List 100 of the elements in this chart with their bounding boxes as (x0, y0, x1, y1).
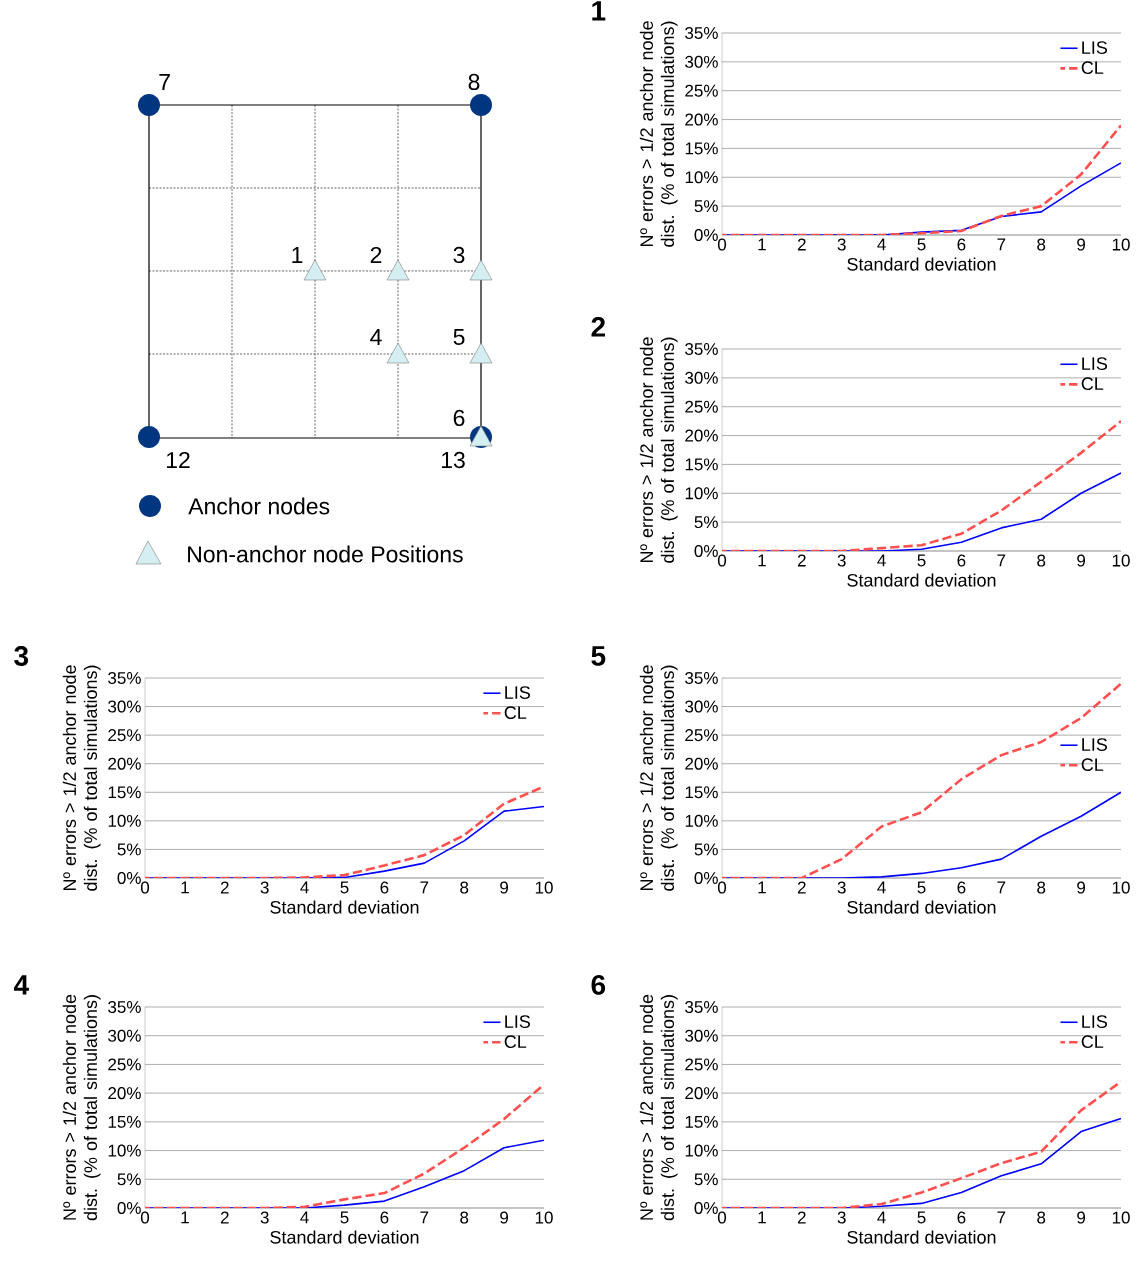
x-axis-title: Standard deviation (270, 900, 419, 914)
x-tick-label: 3 (260, 881, 269, 894)
y-tick-label: 0% (694, 544, 718, 558)
x-tick-label: 0 (717, 881, 727, 894)
text: 8 (468, 73, 480, 91)
x-tick-label: 5 (917, 1211, 926, 1224)
x-tick-label: 7 (420, 881, 429, 894)
x-tick-label: 3 (837, 881, 846, 894)
y-tick-label: 10% (108, 1144, 141, 1157)
y-tick-label: 0% (694, 871, 718, 885)
x-tick-label: 2 (220, 1211, 229, 1224)
y-axis-title: Nº errors > 1/2 anchor node dist. (% of total simulations) (639, 21, 678, 247)
x-tick-label: 1 (758, 1211, 766, 1224)
x-tick-label: 7 (997, 554, 1006, 567)
x-tick-label: 1 (758, 238, 766, 251)
text: 6 (453, 409, 465, 427)
text: 4 (370, 329, 382, 345)
chart-title: 5 (591, 646, 606, 666)
x-tick-label: 6 (957, 554, 966, 567)
x-tick-label: 0 (717, 1211, 727, 1224)
x-tick-label: 1 (758, 881, 766, 894)
chart-title: 6 (591, 975, 606, 995)
y-tick-label: 20% (108, 1087, 141, 1100)
y-tick-label: 5% (694, 516, 718, 529)
x-tick-label: 4 (877, 554, 886, 567)
legend-label: CL (1081, 377, 1104, 391)
y-tick-label: 25% (685, 729, 718, 742)
y-axis-title: Nº errors > 1/2 anchor node dist. (% of total simulations) (639, 337, 678, 563)
x-tick-label: 1 (181, 1211, 189, 1224)
x-axis-title: Standard deviation (847, 257, 996, 271)
y-tick-label: 5% (694, 200, 718, 213)
x-tick-label: 3 (837, 1211, 846, 1224)
y-tick-label: 15% (108, 786, 141, 799)
y-tick-label: 5% (117, 1173, 141, 1186)
y-tick-label: 25% (685, 1058, 718, 1071)
y-tick-label: 30% (108, 1029, 141, 1042)
y-tick-label: 25% (685, 400, 718, 413)
legend-label: CL (1081, 758, 1104, 771)
legend-label: CL (1081, 61, 1104, 75)
x-tick-label: 4 (877, 1211, 886, 1224)
x-tick-label: 4 (300, 1211, 309, 1224)
y-tick-label: 0% (694, 228, 718, 242)
x-tick-label: 8 (1037, 881, 1046, 894)
y-tick-label: 35% (685, 342, 718, 356)
x-axis-title: Standard deviation (847, 900, 996, 914)
x-tick-label: 6 (380, 881, 389, 894)
y-tick-label: 15% (685, 142, 718, 155)
x-tick-label: 8 (1037, 554, 1046, 567)
y-tick-label: 35% (685, 1000, 718, 1014)
x-axis-title: Standard deviation (847, 1230, 996, 1244)
x-tick-label: 2 (220, 881, 229, 894)
x-tick-label: 8 (1037, 238, 1046, 251)
y-tick-label: 15% (685, 458, 718, 471)
x-tick-label: 5 (917, 238, 926, 251)
chart-title: 1 (592, 1, 606, 21)
x-tick-label: 3 (837, 554, 846, 567)
x-tick-label: 10 (535, 881, 553, 894)
x-tick-label: 3 (260, 1211, 269, 1224)
x-tick-label: 9 (1077, 881, 1086, 894)
y-tick-label: 20% (108, 757, 141, 770)
text: 7 (159, 74, 170, 90)
x-tick-label: 9 (500, 881, 509, 894)
y-tick-label: 0% (117, 1201, 141, 1215)
y-tick-label: 30% (685, 371, 718, 384)
legend-label: CL (504, 706, 527, 719)
y-tick-label: 5% (694, 1173, 718, 1186)
legend-label: LIS (505, 686, 530, 699)
x-tick-label: 2 (797, 881, 806, 894)
y-tick-label: 15% (108, 1115, 141, 1128)
text: 5 (453, 328, 465, 346)
x-tick-label: 4 (877, 881, 886, 894)
x-tick-label: 0 (140, 881, 150, 894)
x-tick-label: 2 (797, 1211, 806, 1224)
y-tick-label: 10% (685, 171, 718, 184)
y-tick-label: 20% (685, 429, 718, 442)
legend-label: LIS (1082, 738, 1107, 751)
x-tick-label: 6 (957, 881, 966, 894)
x-tick-label: 7 (997, 238, 1006, 251)
x-tick-label: 8 (460, 881, 469, 894)
y-tick-label: 35% (685, 671, 718, 685)
y-tick-label: 0% (694, 1201, 718, 1215)
chart-title: 4 (13, 975, 29, 995)
x-tick-label: 1 (181, 881, 189, 894)
x-tick-label: 0 (140, 1211, 150, 1224)
x-tick-label: 10 (1112, 881, 1130, 894)
y-tick-label: 30% (685, 700, 718, 713)
y-tick-label: 10% (108, 814, 141, 827)
y-axis-title: Nº errors > 1/2 anchor node dist. (% of total simulations) (639, 665, 678, 891)
y-axis-title: Nº errors > 1/2 anchor node dist. (% of total simulations) (62, 665, 101, 891)
x-tick-label: 8 (460, 1211, 469, 1224)
x-tick-label: 5 (340, 1211, 349, 1224)
x-tick-label: 7 (997, 1211, 1006, 1224)
y-tick-label: 15% (685, 1115, 718, 1128)
x-tick-label: 9 (1077, 1211, 1086, 1224)
y-tick-label: 5% (117, 843, 141, 856)
legend-label: LIS (505, 1015, 530, 1028)
x-tick-label: 5 (340, 881, 349, 894)
legend-label: CL (1081, 1035, 1104, 1049)
y-tick-label: 25% (108, 729, 141, 742)
y-tick-label: 25% (685, 84, 718, 97)
